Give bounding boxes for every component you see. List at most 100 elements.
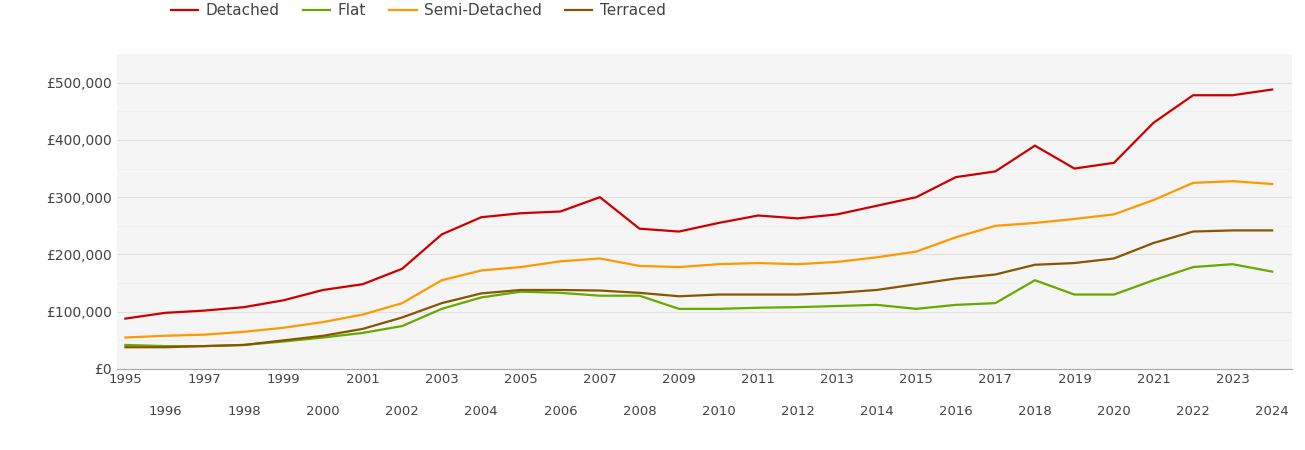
- Detached: [869, 203, 885, 208]
- Terraced: [988, 272, 1004, 277]
- Semi-Detached: [1066, 216, 1082, 222]
- Terraced: [1146, 240, 1161, 246]
- Detached: [1066, 166, 1082, 171]
- Text: 2014: 2014: [860, 405, 894, 418]
- Terraced: [513, 287, 529, 292]
- Detached: [1265, 87, 1280, 92]
- Terraced: [1265, 228, 1280, 233]
- Flat: [1225, 261, 1241, 267]
- Semi-Detached: [830, 259, 846, 265]
- Detached: [275, 297, 291, 303]
- Semi-Detached: [1107, 212, 1122, 217]
- Terraced: [1027, 262, 1043, 267]
- Text: 2000: 2000: [307, 405, 339, 418]
- Flat: [632, 293, 647, 298]
- Semi-Detached: [316, 320, 331, 325]
- Terraced: [947, 276, 963, 281]
- Flat: [157, 343, 172, 349]
- Terraced: [552, 287, 568, 292]
- Terraced: [830, 290, 846, 296]
- Semi-Detached: [513, 264, 529, 270]
- Flat: [355, 330, 371, 336]
- Flat: [275, 339, 291, 344]
- Flat: [1107, 292, 1122, 297]
- Detached: [1225, 93, 1241, 98]
- Line: Semi-Detached: Semi-Detached: [125, 181, 1272, 338]
- Detached: [1027, 143, 1043, 148]
- Semi-Detached: [1185, 180, 1201, 185]
- Detached: [908, 194, 924, 200]
- Detached: [711, 220, 727, 225]
- Detached: [394, 266, 410, 271]
- Terraced: [790, 292, 805, 297]
- Terraced: [275, 338, 291, 343]
- Flat: [552, 290, 568, 296]
- Text: 2020: 2020: [1098, 405, 1131, 418]
- Flat: [433, 306, 449, 311]
- Semi-Detached: [908, 249, 924, 254]
- Semi-Detached: [275, 325, 291, 330]
- Semi-Detached: [790, 261, 805, 267]
- Detached: [513, 211, 529, 216]
- Text: 2010: 2010: [702, 405, 736, 418]
- Semi-Detached: [671, 264, 686, 270]
- Terraced: [1225, 228, 1241, 233]
- Detached: [552, 209, 568, 214]
- Text: 2016: 2016: [938, 405, 972, 418]
- Detached: [1146, 120, 1161, 126]
- Detached: [830, 212, 846, 217]
- Text: 2008: 2008: [622, 405, 656, 418]
- Detached: [750, 213, 766, 218]
- Semi-Detached: [394, 301, 410, 306]
- Terraced: [157, 345, 172, 350]
- Flat: [790, 305, 805, 310]
- Terraced: [1185, 229, 1201, 234]
- Semi-Detached: [433, 278, 449, 283]
- Semi-Detached: [552, 259, 568, 264]
- Flat: [671, 306, 686, 311]
- Semi-Detached: [157, 333, 172, 338]
- Detached: [947, 175, 963, 180]
- Detached: [790, 216, 805, 221]
- Detached: [1107, 160, 1122, 166]
- Line: Detached: Detached: [125, 90, 1272, 319]
- Flat: [947, 302, 963, 307]
- Detached: [1185, 93, 1201, 98]
- Flat: [830, 303, 846, 309]
- Text: 2018: 2018: [1018, 405, 1052, 418]
- Terraced: [711, 292, 727, 297]
- Terraced: [1066, 261, 1082, 266]
- Terraced: [117, 345, 133, 350]
- Terraced: [394, 315, 410, 320]
- Terraced: [474, 291, 489, 296]
- Flat: [592, 293, 608, 298]
- Flat: [711, 306, 727, 311]
- Terraced: [316, 333, 331, 338]
- Text: 2022: 2022: [1176, 405, 1210, 418]
- Text: 2002: 2002: [385, 405, 419, 418]
- Semi-Detached: [711, 261, 727, 267]
- Detached: [592, 194, 608, 200]
- Flat: [988, 301, 1004, 306]
- Semi-Detached: [1225, 179, 1241, 184]
- Semi-Detached: [869, 255, 885, 260]
- Flat: [1265, 269, 1280, 274]
- Detached: [197, 308, 213, 313]
- Terraced: [1107, 256, 1122, 261]
- Flat: [1185, 264, 1201, 270]
- Text: 1996: 1996: [147, 405, 181, 418]
- Detached: [988, 169, 1004, 174]
- Semi-Detached: [750, 261, 766, 266]
- Semi-Detached: [1265, 181, 1280, 187]
- Flat: [750, 305, 766, 310]
- Flat: [394, 324, 410, 329]
- Terraced: [869, 287, 885, 292]
- Flat: [316, 335, 331, 340]
- Detached: [157, 310, 172, 315]
- Flat: [474, 295, 489, 300]
- Semi-Detached: [988, 223, 1004, 229]
- Terraced: [750, 292, 766, 297]
- Text: 2006: 2006: [544, 405, 577, 418]
- Detached: [632, 226, 647, 231]
- Flat: [236, 342, 252, 348]
